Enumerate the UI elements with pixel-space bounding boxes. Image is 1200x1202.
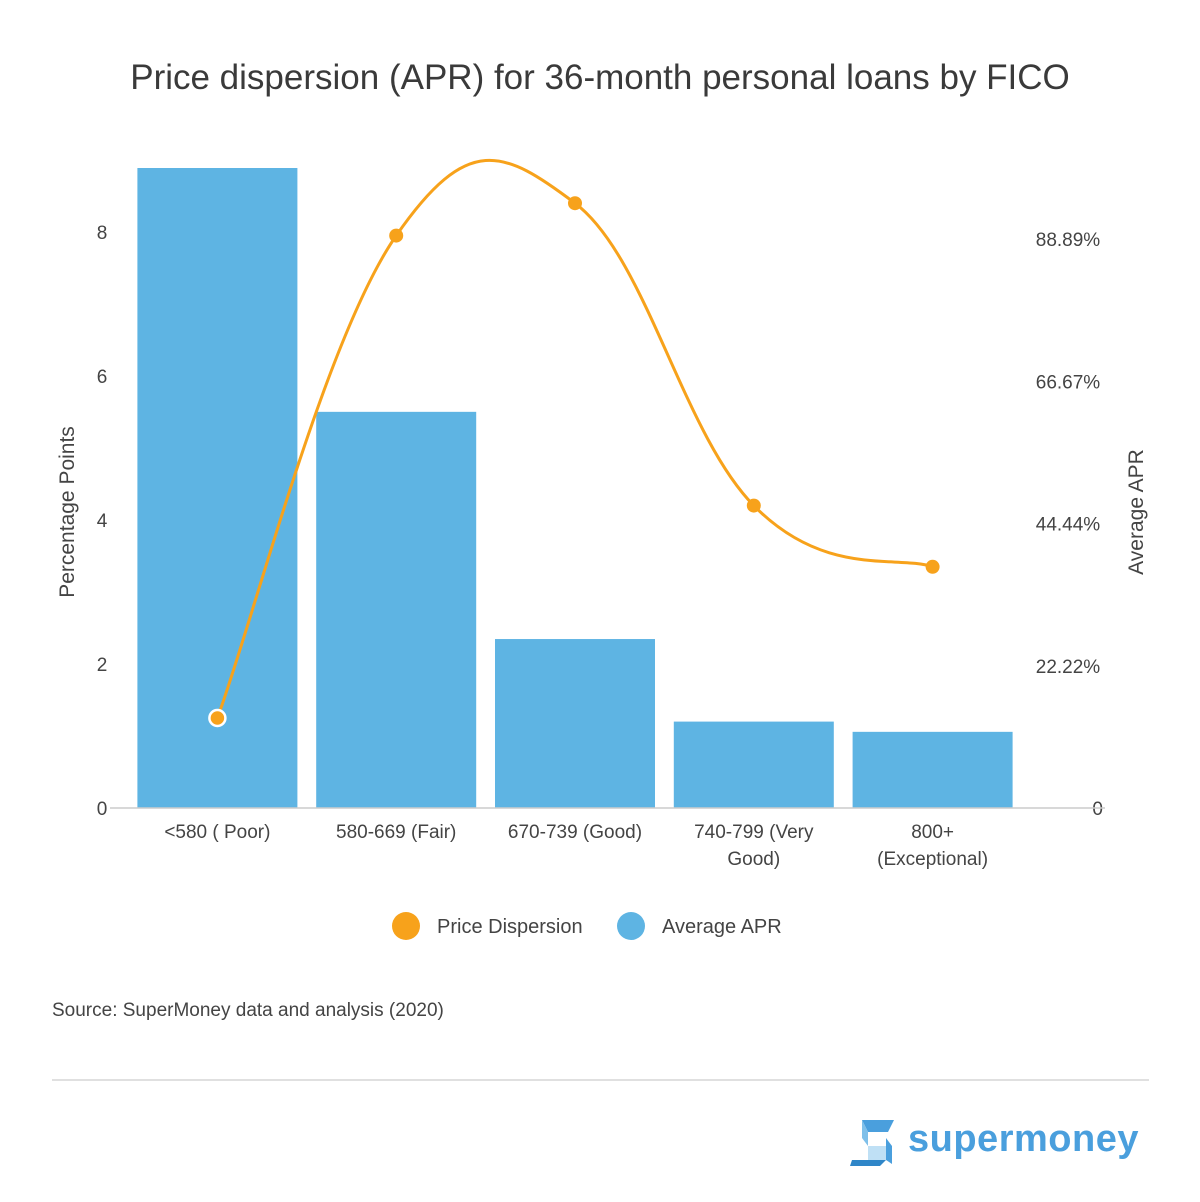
chart: 0 2 4 6 8 0 22.22% 44.44% 66.67% 88.89% <580 ( P… (56, 159, 1148, 940)
left-axis-tick: 4 (97, 511, 108, 532)
bar-4 (852, 731, 1013, 808)
left-axis-tick: 0 (97, 799, 108, 820)
x-axis-tick-label: 670-739 (Good) (508, 822, 642, 843)
right-axis-label: Average APR (1125, 449, 1148, 575)
legend-swatch (617, 912, 645, 940)
right-axis-tick: 22.22% (1036, 657, 1101, 678)
right-axis-tick: 88.89% (1036, 230, 1101, 251)
left-axis-ticks: 0 2 4 6 8 (97, 223, 108, 820)
source-note: Source: SuperMoney data and analysis (20… (52, 1000, 444, 1021)
legend-label: Price Dispersion (437, 916, 583, 938)
left-axis-tick: 6 (97, 367, 108, 388)
x-axis-tick-label: 580-669 (Fair) (336, 822, 456, 843)
brand-name: supermoney (908, 1118, 1139, 1160)
bar-1 (316, 411, 477, 808)
x-axis-tick-label: <580 ( Poor) (164, 822, 270, 843)
bar-2 (495, 639, 655, 808)
right-axis-tick: 44.44% (1036, 515, 1101, 536)
price-dispersion-point-2 (568, 196, 582, 211)
brand[interactable]: supermoney (848, 1112, 1148, 1172)
bar-3 (673, 721, 834, 808)
price-dispersion-point-1 (389, 228, 404, 243)
x-axis-labels: <580 ( Poor) 580-669 (Fair) 670-739 (Good)… (164, 822, 988, 870)
bar-0 (137, 168, 298, 808)
legend-label: Average APR (662, 916, 782, 938)
right-axis-ticks: 0 22.22% 44.44% 66.67% 88.89% (1036, 230, 1103, 820)
right-axis-tick: 0 (1092, 799, 1103, 820)
left-axis-label: Percentage Points (56, 426, 79, 598)
price-dispersion-point-0 (208, 708, 227, 728)
legend-swatch (392, 912, 420, 940)
x-axis-tick-label: 740-799 (Very Good) (694, 822, 814, 870)
footer-divider (52, 1079, 1149, 1081)
supermoney-logo-icon (850, 1120, 894, 1166)
chart-title: Price dispersion (APR) for 36-month pers… (130, 58, 1070, 97)
right-axis-tick: 66.67% (1036, 372, 1101, 393)
line-series-group (208, 159, 940, 728)
legend: Price Dispersion Average APR (392, 912, 782, 940)
bar-group (137, 168, 1013, 808)
x-axis-tick-label: 800+ (Exceptional) (877, 822, 988, 870)
left-axis-tick: 2 (97, 655, 108, 676)
price-dispersion-point-4 (925, 559, 940, 574)
left-axis-tick: 8 (97, 223, 108, 244)
price-dispersion-line (215, 159, 934, 719)
price-dispersion-point-3 (746, 498, 761, 513)
